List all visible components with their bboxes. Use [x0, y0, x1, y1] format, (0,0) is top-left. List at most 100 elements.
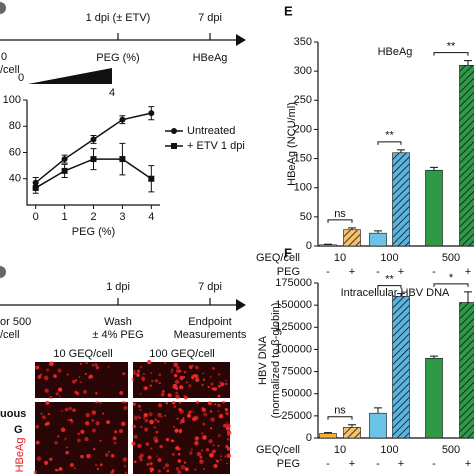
cell-signal	[224, 455, 227, 458]
cell-signal	[203, 412, 208, 417]
cell-signal	[67, 418, 70, 422]
cell-signal	[69, 462, 74, 467]
cell-signal	[102, 412, 105, 415]
legend-marker	[171, 143, 177, 149]
cell-signal	[166, 469, 170, 473]
cell-signal	[95, 463, 98, 467]
cell-signal	[139, 366, 142, 369]
cell-signal	[214, 403, 217, 406]
cell-signal	[224, 382, 228, 386]
timeline-text: HBeAg	[193, 52, 228, 64]
cell-signal	[121, 421, 126, 427]
cell-signal	[184, 467, 189, 472]
x-tick-label: 3	[119, 211, 125, 223]
cell-signal	[223, 423, 227, 428]
cell-signal	[212, 449, 216, 454]
cell-signal	[187, 411, 191, 415]
cell-signal	[173, 426, 176, 429]
cell-signal	[123, 405, 128, 411]
cell-signal	[122, 372, 126, 376]
cell-signal	[147, 444, 150, 447]
cell-signal	[184, 395, 188, 400]
timeline-text: ± 4% PEG	[92, 329, 143, 341]
cell-signal	[40, 412, 43, 415]
cell-signal	[95, 365, 100, 370]
significance-label: ns	[334, 208, 346, 220]
cell-signal	[112, 436, 117, 441]
x-tick-label: 0	[33, 211, 39, 223]
y-tick-label: 25000	[281, 410, 312, 422]
cell-signal	[36, 456, 42, 462]
cell-signal	[149, 461, 153, 466]
cell-signal	[144, 386, 148, 390]
panel-label: E	[284, 3, 293, 18]
cell-signal	[39, 373, 43, 376]
cell-signal	[125, 401, 128, 404]
cell-signal	[44, 388, 49, 393]
peg-sign: +	[465, 458, 471, 470]
cell-signal	[175, 394, 180, 400]
cell-signal	[148, 412, 153, 417]
cell-signal	[93, 448, 96, 451]
cell-signal	[75, 379, 78, 382]
cell-signal	[200, 432, 204, 435]
error-bar	[464, 291, 472, 303]
legend-label: Untreated	[187, 125, 235, 137]
timeline-text: Measurements	[174, 329, 247, 341]
cell-signal	[142, 372, 145, 375]
cell-signal	[80, 429, 85, 434]
bar	[459, 302, 474, 439]
cell-signal	[196, 451, 202, 457]
image-row-label: uous	[0, 408, 26, 420]
timeline-text: Endpoint	[188, 316, 231, 328]
image-column-label: 10 GEQ/cell	[53, 348, 112, 360]
cell-signal	[66, 373, 69, 376]
significance-bracket	[433, 52, 469, 56]
significance-bracket	[377, 285, 402, 289]
point	[61, 156, 68, 163]
significance-bracket	[377, 141, 402, 145]
y-tick-label: 175000	[275, 277, 312, 289]
peg-title: PEG	[277, 266, 300, 278]
bar	[425, 169, 443, 247]
cell-signal	[136, 373, 140, 377]
cell-signal	[165, 437, 170, 442]
cell-signal	[124, 471, 128, 474]
bar	[319, 244, 337, 247]
cell-signal	[188, 384, 192, 388]
y-tick-label: 100	[294, 182, 312, 194]
peg-sign: +	[349, 458, 355, 470]
cell-signal	[207, 401, 212, 406]
cell-signal	[208, 439, 213, 444]
cell-signal	[49, 457, 53, 462]
cell-signal	[222, 400, 226, 404]
cell-signal	[149, 467, 154, 472]
cell-signal	[170, 371, 173, 374]
arrow-head	[236, 34, 246, 46]
y-tick-label: 50000	[281, 388, 312, 400]
cell-signal	[199, 459, 204, 465]
cell-signal	[136, 369, 141, 373]
cell-signal	[54, 440, 58, 445]
cell-signal	[133, 415, 139, 421]
wedge-label: 4	[109, 87, 115, 99]
cell-signal	[143, 412, 148, 418]
cell-signal	[226, 447, 231, 451]
cell-signal	[178, 401, 181, 404]
cell-signal	[177, 459, 182, 463]
cell-signal	[195, 436, 200, 441]
cell-signal	[144, 427, 149, 432]
cell-signal	[137, 415, 140, 418]
y-tick-label: 125000	[275, 321, 312, 333]
group-label: 500	[442, 252, 460, 264]
cell-signal	[226, 462, 228, 465]
cell-signal	[158, 373, 162, 377]
cell-signal	[167, 393, 172, 398]
image-column-label: 100 GEQ/cell	[149, 348, 214, 360]
group-label: 500	[442, 444, 460, 456]
cell-signal	[46, 421, 50, 426]
cell-signal	[220, 458, 222, 461]
cell-signal	[110, 453, 115, 458]
cell-signal	[47, 412, 51, 416]
point	[148, 110, 155, 117]
